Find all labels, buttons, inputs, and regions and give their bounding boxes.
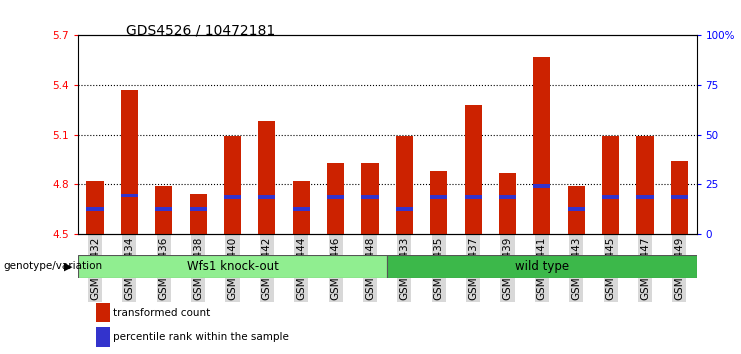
Bar bbox=[568, 186, 585, 234]
Bar bbox=[87, 207, 104, 211]
Text: wild type: wild type bbox=[515, 260, 569, 273]
Bar bbox=[155, 186, 173, 234]
Bar bbox=[327, 195, 345, 199]
Bar bbox=[637, 195, 654, 199]
Bar bbox=[78, 255, 387, 278]
Text: genotype/variation: genotype/variation bbox=[4, 261, 103, 271]
Bar bbox=[362, 195, 379, 199]
Bar bbox=[602, 195, 619, 199]
Bar bbox=[396, 207, 413, 211]
Bar bbox=[602, 136, 619, 234]
Bar bbox=[499, 172, 516, 234]
Bar bbox=[465, 195, 482, 199]
Bar bbox=[534, 184, 551, 188]
Bar bbox=[293, 207, 310, 211]
Bar bbox=[155, 207, 173, 211]
Bar bbox=[327, 162, 345, 234]
Bar bbox=[637, 136, 654, 234]
Bar bbox=[224, 136, 241, 234]
Bar bbox=[568, 207, 585, 211]
Bar bbox=[396, 136, 413, 234]
Bar bbox=[387, 255, 697, 278]
Bar bbox=[259, 121, 276, 234]
Bar bbox=[499, 195, 516, 199]
Bar bbox=[465, 105, 482, 234]
Text: percentile rank within the sample: percentile rank within the sample bbox=[113, 332, 289, 342]
Bar bbox=[87, 181, 104, 234]
Bar bbox=[259, 195, 276, 199]
Bar bbox=[430, 195, 448, 199]
Bar bbox=[224, 195, 241, 199]
Bar bbox=[190, 207, 207, 211]
Bar bbox=[671, 161, 688, 234]
Text: Wfs1 knock-out: Wfs1 knock-out bbox=[187, 260, 279, 273]
Bar bbox=[293, 181, 310, 234]
Bar bbox=[121, 90, 138, 234]
Text: ▶: ▶ bbox=[64, 261, 73, 271]
Bar bbox=[534, 57, 551, 234]
Bar bbox=[430, 171, 448, 234]
Bar bbox=[671, 195, 688, 199]
Bar bbox=[121, 194, 138, 198]
Text: transformed count: transformed count bbox=[113, 308, 210, 318]
Text: GDS4526 / 10472181: GDS4526 / 10472181 bbox=[126, 23, 275, 37]
Bar bbox=[190, 194, 207, 234]
Bar bbox=[362, 162, 379, 234]
